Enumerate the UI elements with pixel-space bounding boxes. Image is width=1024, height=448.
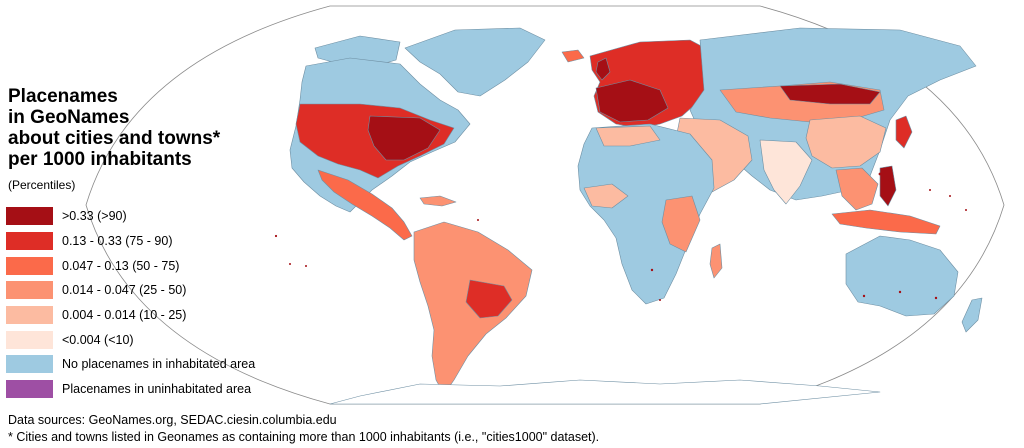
legend-label: >0.33 (>90) [62, 209, 127, 224]
title-line: per 1000 inhabitants [8, 149, 192, 170]
legend-swatch [6, 380, 53, 399]
west-africa-region [583, 183, 629, 209]
legend-swatch [6, 330, 53, 349]
brazil-south-region [465, 279, 513, 319]
legend-item: >0.33 (>90) [6, 204, 255, 229]
legend-item: 0.13 - 0.33 (75 - 90) [6, 229, 255, 254]
western-europe-region [595, 79, 669, 123]
legend-label: No placenames in inhabitated area [62, 357, 256, 372]
legend-label: 0.014 - 0.047 (25 - 50) [62, 283, 187, 298]
legend-item: 0.047 - 0.13 (50 - 75) [6, 253, 255, 278]
east-africa-region [661, 195, 701, 253]
legend: >0.33 (>90) 0.13 - 0.33 (75 - 90) 0.047 … [6, 204, 255, 402]
legend-swatch [6, 232, 53, 251]
legend-swatch [6, 355, 53, 374]
title-line: about cities and towns* [8, 128, 221, 149]
map-subtitle: (Percentiles) [8, 178, 76, 192]
new-zealand-region [961, 297, 983, 333]
legend-swatch [6, 281, 53, 300]
legend-swatch [6, 207, 53, 226]
world-map [85, 5, 1005, 405]
iceland-region [561, 49, 585, 63]
india-region [759, 139, 813, 205]
madagascar-region [709, 243, 723, 279]
legend-label: 0.13 - 0.33 (75 - 90) [62, 234, 173, 249]
legend-label: 0.004 - 0.014 (10 - 25) [62, 308, 187, 323]
africa-region [577, 123, 715, 305]
data-sources-text: Data sources: GeoNames.org, SEDAC.ciesin… [8, 413, 337, 427]
sources-block: Data sources: GeoNames.org, SEDAC.ciesin… [8, 412, 599, 446]
central-america-region [317, 169, 413, 241]
philippines-region [879, 165, 897, 207]
legend-item: 0.014 - 0.047 (25 - 50) [6, 278, 255, 303]
mongolia-band-region [779, 83, 881, 105]
title-line: Placenames [8, 86, 118, 107]
placename-dots [274, 172, 967, 301]
greenland-region [404, 27, 546, 97]
legend-item: 0.004 - 0.014 (10 - 25) [6, 303, 255, 328]
legend-swatch [6, 256, 53, 275]
australia-region [845, 235, 959, 317]
china-region [805, 115, 887, 169]
caribbean-region [419, 195, 457, 207]
north-africa-region [595, 125, 661, 147]
title-line: in GeoNames [8, 107, 130, 128]
antarctica-region [329, 379, 881, 405]
legend-item: No placenames in inhabitated area [6, 352, 255, 377]
legend-label: 0.047 - 0.13 (50 - 75) [62, 258, 180, 273]
japan-region [895, 115, 913, 149]
southeast-asia-region [835, 167, 879, 211]
map-title: Placenames in GeoNames about cities and … [8, 86, 220, 170]
uk-region [595, 57, 611, 81]
indonesia-region [831, 209, 941, 235]
footnote-text: * Cities and towns listed in Geonames as… [8, 430, 600, 444]
legend-label: Placenames in uninhabitated area [62, 382, 252, 397]
usa-east-region [367, 115, 441, 161]
legend-item: <0.004 (<10) [6, 327, 255, 352]
legend-item: Placenames in uninhabitated area [6, 377, 255, 402]
legend-label: <0.004 (<10) [62, 332, 134, 347]
legend-swatch [6, 306, 53, 325]
